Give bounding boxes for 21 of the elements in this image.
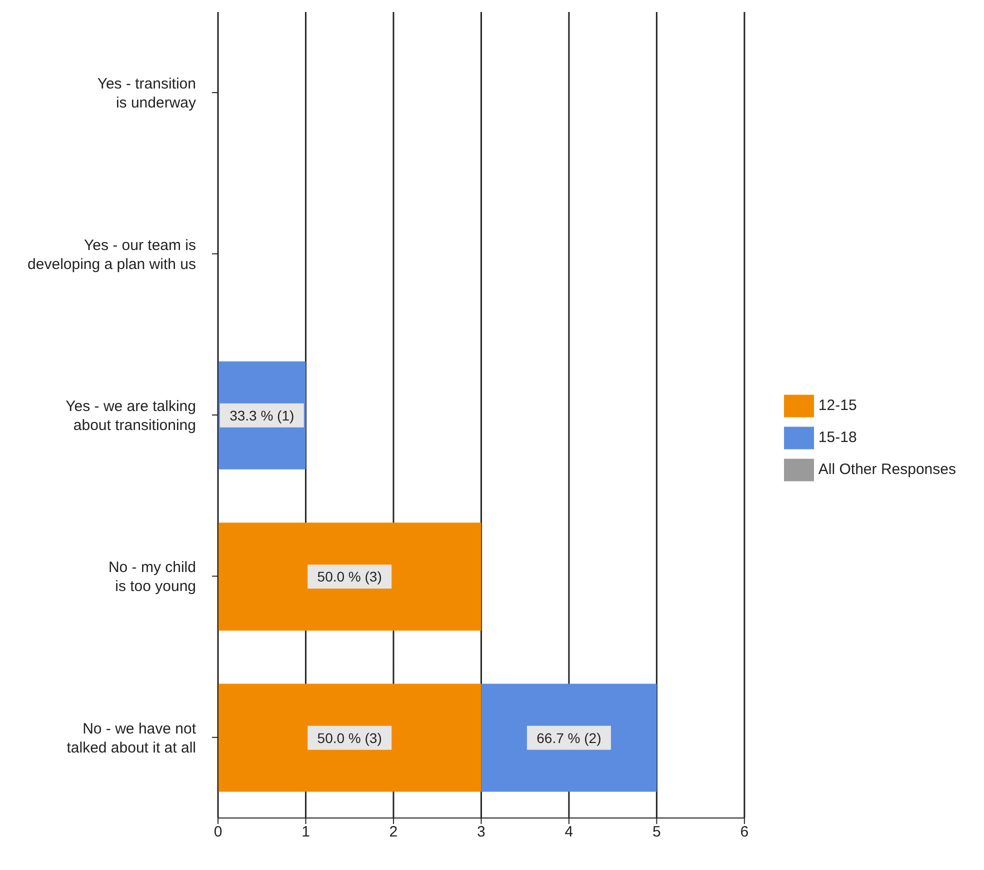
data-label: 66.7 % (2) (536, 730, 602, 746)
legend-label: 12-15 (818, 397, 857, 414)
bar (218, 522, 482, 631)
data-label: 33.3 % (1) (230, 407, 294, 424)
bar (218, 684, 482, 792)
x-tick-label: 0 (214, 824, 222, 841)
x-tick-label: 2 (389, 824, 398, 841)
data-label: 50.0 % (3) (317, 568, 382, 585)
y-tick-label: Yes - transition is underway (97, 76, 196, 112)
data-label: 50.0 % (3) (317, 730, 382, 746)
y-tick-label: No - we have not talked about it at all (66, 720, 197, 756)
x-tick-label: 3 (477, 824, 486, 841)
x-tick-label: 5 (652, 824, 661, 841)
y-tick-label: Yes - we are talking about transitioning (66, 398, 196, 434)
legend-label: 15-18 (818, 429, 857, 446)
y-tick-label: Yes - our team is developing a plan with us (28, 236, 196, 273)
x-tick-label: 1 (302, 824, 310, 841)
x-tick-label: 6 (740, 824, 749, 841)
x-tick-label: 4 (564, 824, 574, 841)
y-tick-label: No - my child is too young (108, 559, 196, 596)
legend-label: All Other Responses (818, 461, 956, 478)
